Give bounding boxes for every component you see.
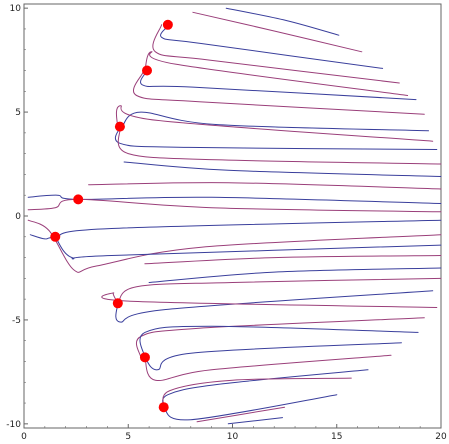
x-tick-label-1: 5 xyxy=(125,432,131,442)
critical-point-2 xyxy=(114,121,125,132)
x-tick-label-2: 10 xyxy=(227,432,239,442)
purple-curve-20 xyxy=(117,277,442,304)
critical-point-5 xyxy=(112,298,123,309)
purple-curve-16 xyxy=(27,219,442,273)
critical-point-4 xyxy=(50,231,61,242)
y-tick-label-2: 0 xyxy=(15,212,21,222)
purple-curve-3 xyxy=(152,24,400,84)
critical-point-3 xyxy=(73,194,84,205)
blue-curve-15 xyxy=(29,219,442,240)
blue-curve-0 xyxy=(225,7,340,36)
x-tick-label-0: 0 xyxy=(21,432,27,442)
y-tick-label-0: 10 xyxy=(10,4,22,14)
purple-curve-28 xyxy=(162,377,352,408)
purple-curve-10 xyxy=(117,128,442,165)
purple-curve-6 xyxy=(132,72,425,115)
y-tick-label-4: -10 xyxy=(6,420,21,430)
blue-curve-25 xyxy=(144,342,402,371)
y-tick-label-3: -5 xyxy=(12,316,21,326)
purple-curve-12 xyxy=(88,182,442,190)
curve-layer xyxy=(27,7,442,425)
purple-curve-1 xyxy=(192,11,363,53)
critical-point-7 xyxy=(158,402,169,413)
blue-curve-24 xyxy=(139,325,419,358)
y-tick-label-1: 5 xyxy=(15,108,21,118)
purple-curve-18 xyxy=(144,255,442,265)
purple-curve-23 xyxy=(135,317,425,358)
blue-curve-29 xyxy=(163,394,338,421)
purple-curve-22 xyxy=(101,292,438,308)
critical-point-layer xyxy=(50,19,173,413)
purple-curve-9 xyxy=(115,105,434,142)
purple-curve-26 xyxy=(144,354,392,382)
critical-point-6 xyxy=(139,352,150,363)
critical-point-0 xyxy=(162,19,173,30)
blue-curve-27 xyxy=(162,369,369,408)
purple-curve-5 xyxy=(144,51,409,96)
blue-curve-2 xyxy=(160,22,384,69)
axis-layer: 0 5 10 15 20 10 5 0 -5 -10 xyxy=(6,4,447,442)
blue-curve-13 xyxy=(27,194,442,204)
blue-curve-21 xyxy=(115,290,434,323)
blue-curve-17 xyxy=(54,236,442,260)
blue-curve-4 xyxy=(140,67,417,101)
purple-curve-14 xyxy=(27,198,442,213)
x-tick-label-4: 20 xyxy=(435,432,447,442)
blue-curve-19 xyxy=(148,267,442,283)
blue-curve-31 xyxy=(227,417,283,425)
purple-curve-30 xyxy=(196,406,286,423)
blue-curve-11 xyxy=(123,161,442,177)
blue-curve-7 xyxy=(114,124,438,150)
critical-point-1 xyxy=(142,65,153,76)
x-tick-label-3: 15 xyxy=(331,432,342,442)
